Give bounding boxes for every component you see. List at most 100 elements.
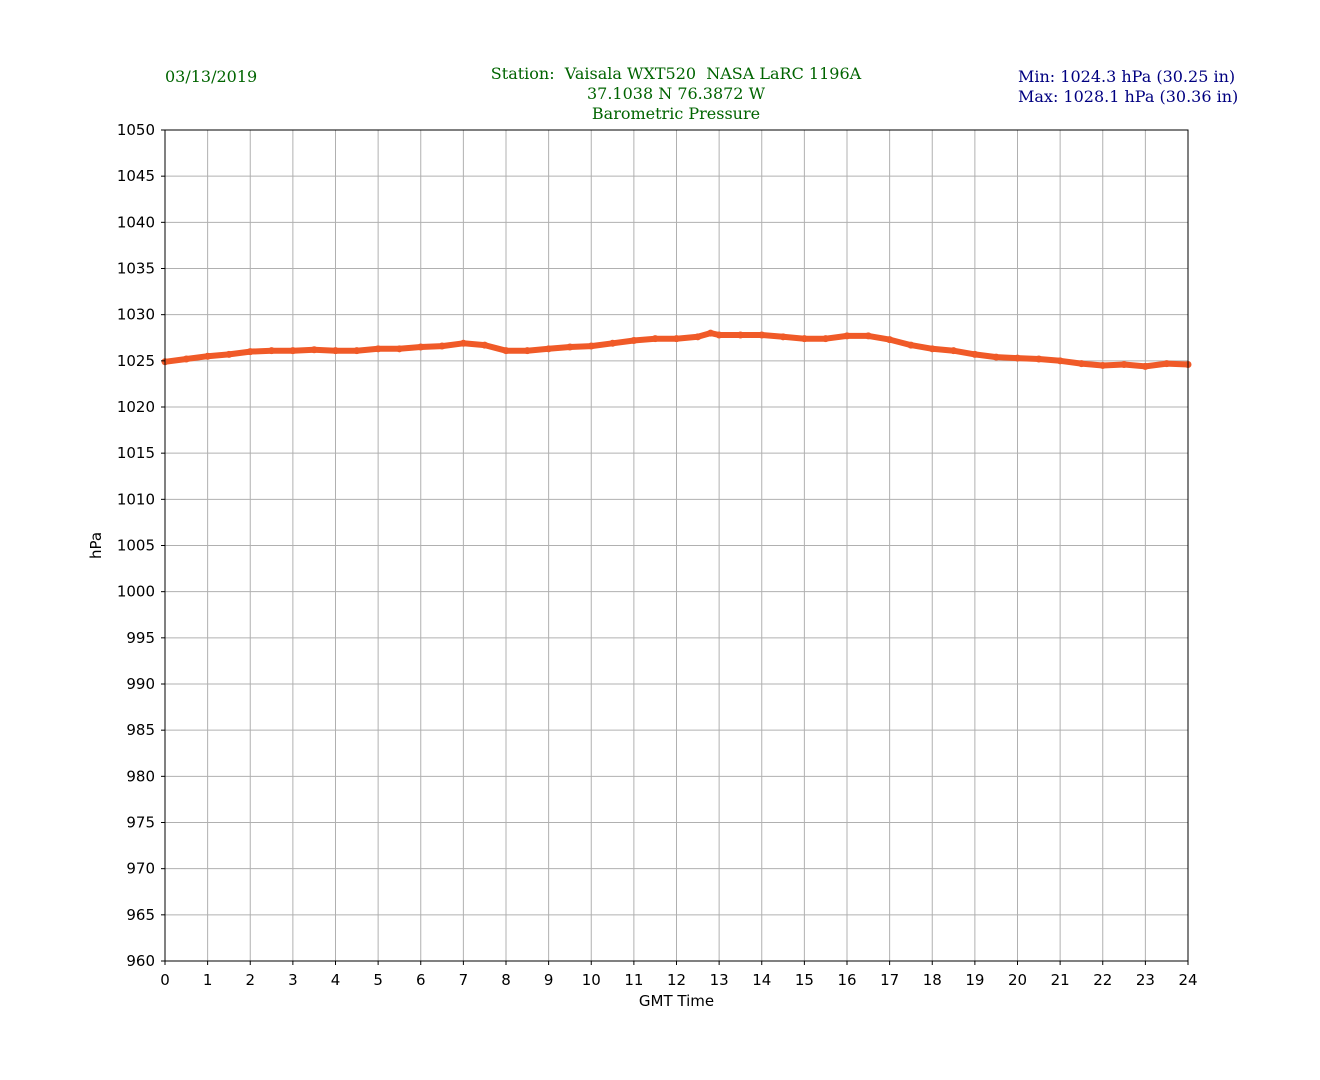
pressure-data-point [523, 347, 531, 355]
pressure-data-point [332, 347, 339, 355]
pressure-data-point [1120, 361, 1128, 369]
pressure-data-point [1014, 354, 1021, 362]
x-tick-label: 1 [203, 971, 213, 989]
x-tick-label: 3 [288, 971, 298, 989]
y-tick-label: 1010 [117, 490, 155, 508]
y-tick-label: 1000 [117, 583, 155, 601]
x-tick-label: 7 [459, 971, 469, 989]
pressure-data-point [907, 341, 915, 349]
y-tick-label: 990 [126, 675, 155, 693]
pressure-data-point [651, 335, 659, 343]
y-tick-label: 1035 [117, 260, 155, 278]
y-tick-label: 1005 [117, 537, 155, 555]
min-max-info: Min: 1024.3 hPa (30.25 in) Max: 1028.1 h… [1018, 67, 1238, 107]
y-tick-label: 980 [126, 767, 155, 785]
pressure-data-point [928, 345, 936, 353]
x-axis-ticks: 0 1 2 3 4 5 6 7 8 9 10 11 12 13 14 15 16 17 18 19 20 21 22 23 24 [160, 961, 1198, 989]
pressure-data-point [246, 348, 254, 356]
pressure-data-point [204, 352, 212, 360]
x-tick-label: 13 [710, 971, 729, 989]
pressure-data-point [459, 339, 467, 347]
x-tick-label: 15 [795, 971, 814, 989]
pressure-data-point [417, 343, 425, 351]
y-tick-label: 995 [126, 629, 155, 647]
y-tick-label: 965 [126, 906, 155, 924]
min-line: Min: 1024.3 hPa (30.25 in) [1018, 67, 1236, 86]
x-tick-label: 20 [1008, 971, 1027, 989]
pressure-data-point [630, 337, 638, 345]
max-line: Max: 1028.1 hPa (30.36 in) [1018, 87, 1239, 106]
chart-title: Barometric Pressure [591, 104, 761, 123]
pressure-series-line [162, 330, 1191, 370]
x-tick-label: 18 [923, 971, 942, 989]
pressure-data-point [736, 331, 744, 339]
pressure-data-point [1056, 357, 1064, 365]
pressure-data-point [758, 331, 766, 339]
station-info: Station: Vaisala WXT520 NASA LaRC 1196A … [491, 64, 861, 124]
y-tick-label: 970 [126, 860, 155, 878]
x-tick-label: 0 [160, 971, 170, 989]
pressure-data-point [950, 347, 958, 355]
pressure-data-point [225, 350, 233, 358]
pressure-data-point [395, 345, 403, 353]
y-axis-label: hPa [87, 532, 105, 559]
y-axis-ticks: 960 965 970 975 980 985 990 995 1000 1005 1010 1015… [117, 121, 165, 970]
x-axis-label: GMT Time [639, 992, 714, 1010]
x-tick-label: 23 [1136, 971, 1155, 989]
pressure-data-point [587, 342, 595, 350]
y-tick-label: 1040 [117, 213, 155, 231]
y-tick-label: 960 [126, 952, 155, 970]
x-tick-label: 8 [501, 971, 511, 989]
pressure-data-point [1077, 360, 1085, 368]
x-tick-label: 9 [544, 971, 554, 989]
pressure-data-point [545, 345, 553, 353]
pressure-data-point [609, 339, 617, 347]
y-tick-label: 975 [126, 814, 155, 832]
x-tick-label: 22 [1093, 971, 1112, 989]
x-tick-label: 6 [416, 971, 426, 989]
x-tick-label: 12 [667, 971, 686, 989]
pressure-data-point [481, 341, 489, 349]
pressure-data-point [800, 335, 808, 343]
pressure-data-point [438, 342, 446, 350]
x-tick-label: 14 [752, 971, 771, 989]
grid-lines [164, 129, 1189, 962]
station-line: Station: Vaisala WXT520 NASA LaRC 1196A [490, 64, 862, 83]
pressure-data-point [971, 350, 979, 358]
pressure-data-point [353, 347, 361, 355]
pressure-data-point [289, 347, 297, 355]
x-tick-label: 4 [331, 971, 341, 989]
pressure-data-point [1099, 361, 1107, 369]
series-layer [161, 329, 1192, 370]
pressure-data-point [843, 332, 851, 340]
x-tick-label: 2 [245, 971, 255, 989]
pressure-data-point [1141, 362, 1149, 370]
pressure-data-point [310, 346, 318, 354]
y-tick-label: 1020 [117, 398, 155, 416]
y-tick-label: 1030 [117, 306, 155, 324]
date-label: 03/13/2019 [165, 67, 258, 86]
pressure-data-point [694, 333, 702, 341]
x-tick-label: 16 [837, 971, 856, 989]
x-tick-label: 10 [582, 971, 601, 989]
x-tick-label: 19 [965, 971, 984, 989]
y-tick-label: 1050 [117, 121, 155, 139]
pressure-data-point [1035, 355, 1043, 363]
x-tick-label: 17 [880, 971, 899, 989]
x-tick-label: 5 [373, 971, 383, 989]
coordinates-line: 37.1038 N 76.3872 W [586, 84, 766, 103]
x-tick-label: 21 [1051, 971, 1070, 989]
pressure-data-point [502, 347, 510, 355]
pressure-data-point [992, 353, 1000, 361]
pressure-data-point [707, 329, 715, 337]
y-tick-label: 1045 [117, 167, 155, 185]
pressure-data-point [822, 335, 830, 343]
pressure-data-point [566, 343, 574, 351]
pressure-data-point [673, 335, 680, 343]
pressure-data-point [779, 333, 787, 341]
pressure-data-point [715, 331, 723, 339]
x-tick-label: 24 [1178, 971, 1197, 989]
pressure-data-point [268, 347, 276, 355]
pressure-data-point [864, 332, 872, 340]
